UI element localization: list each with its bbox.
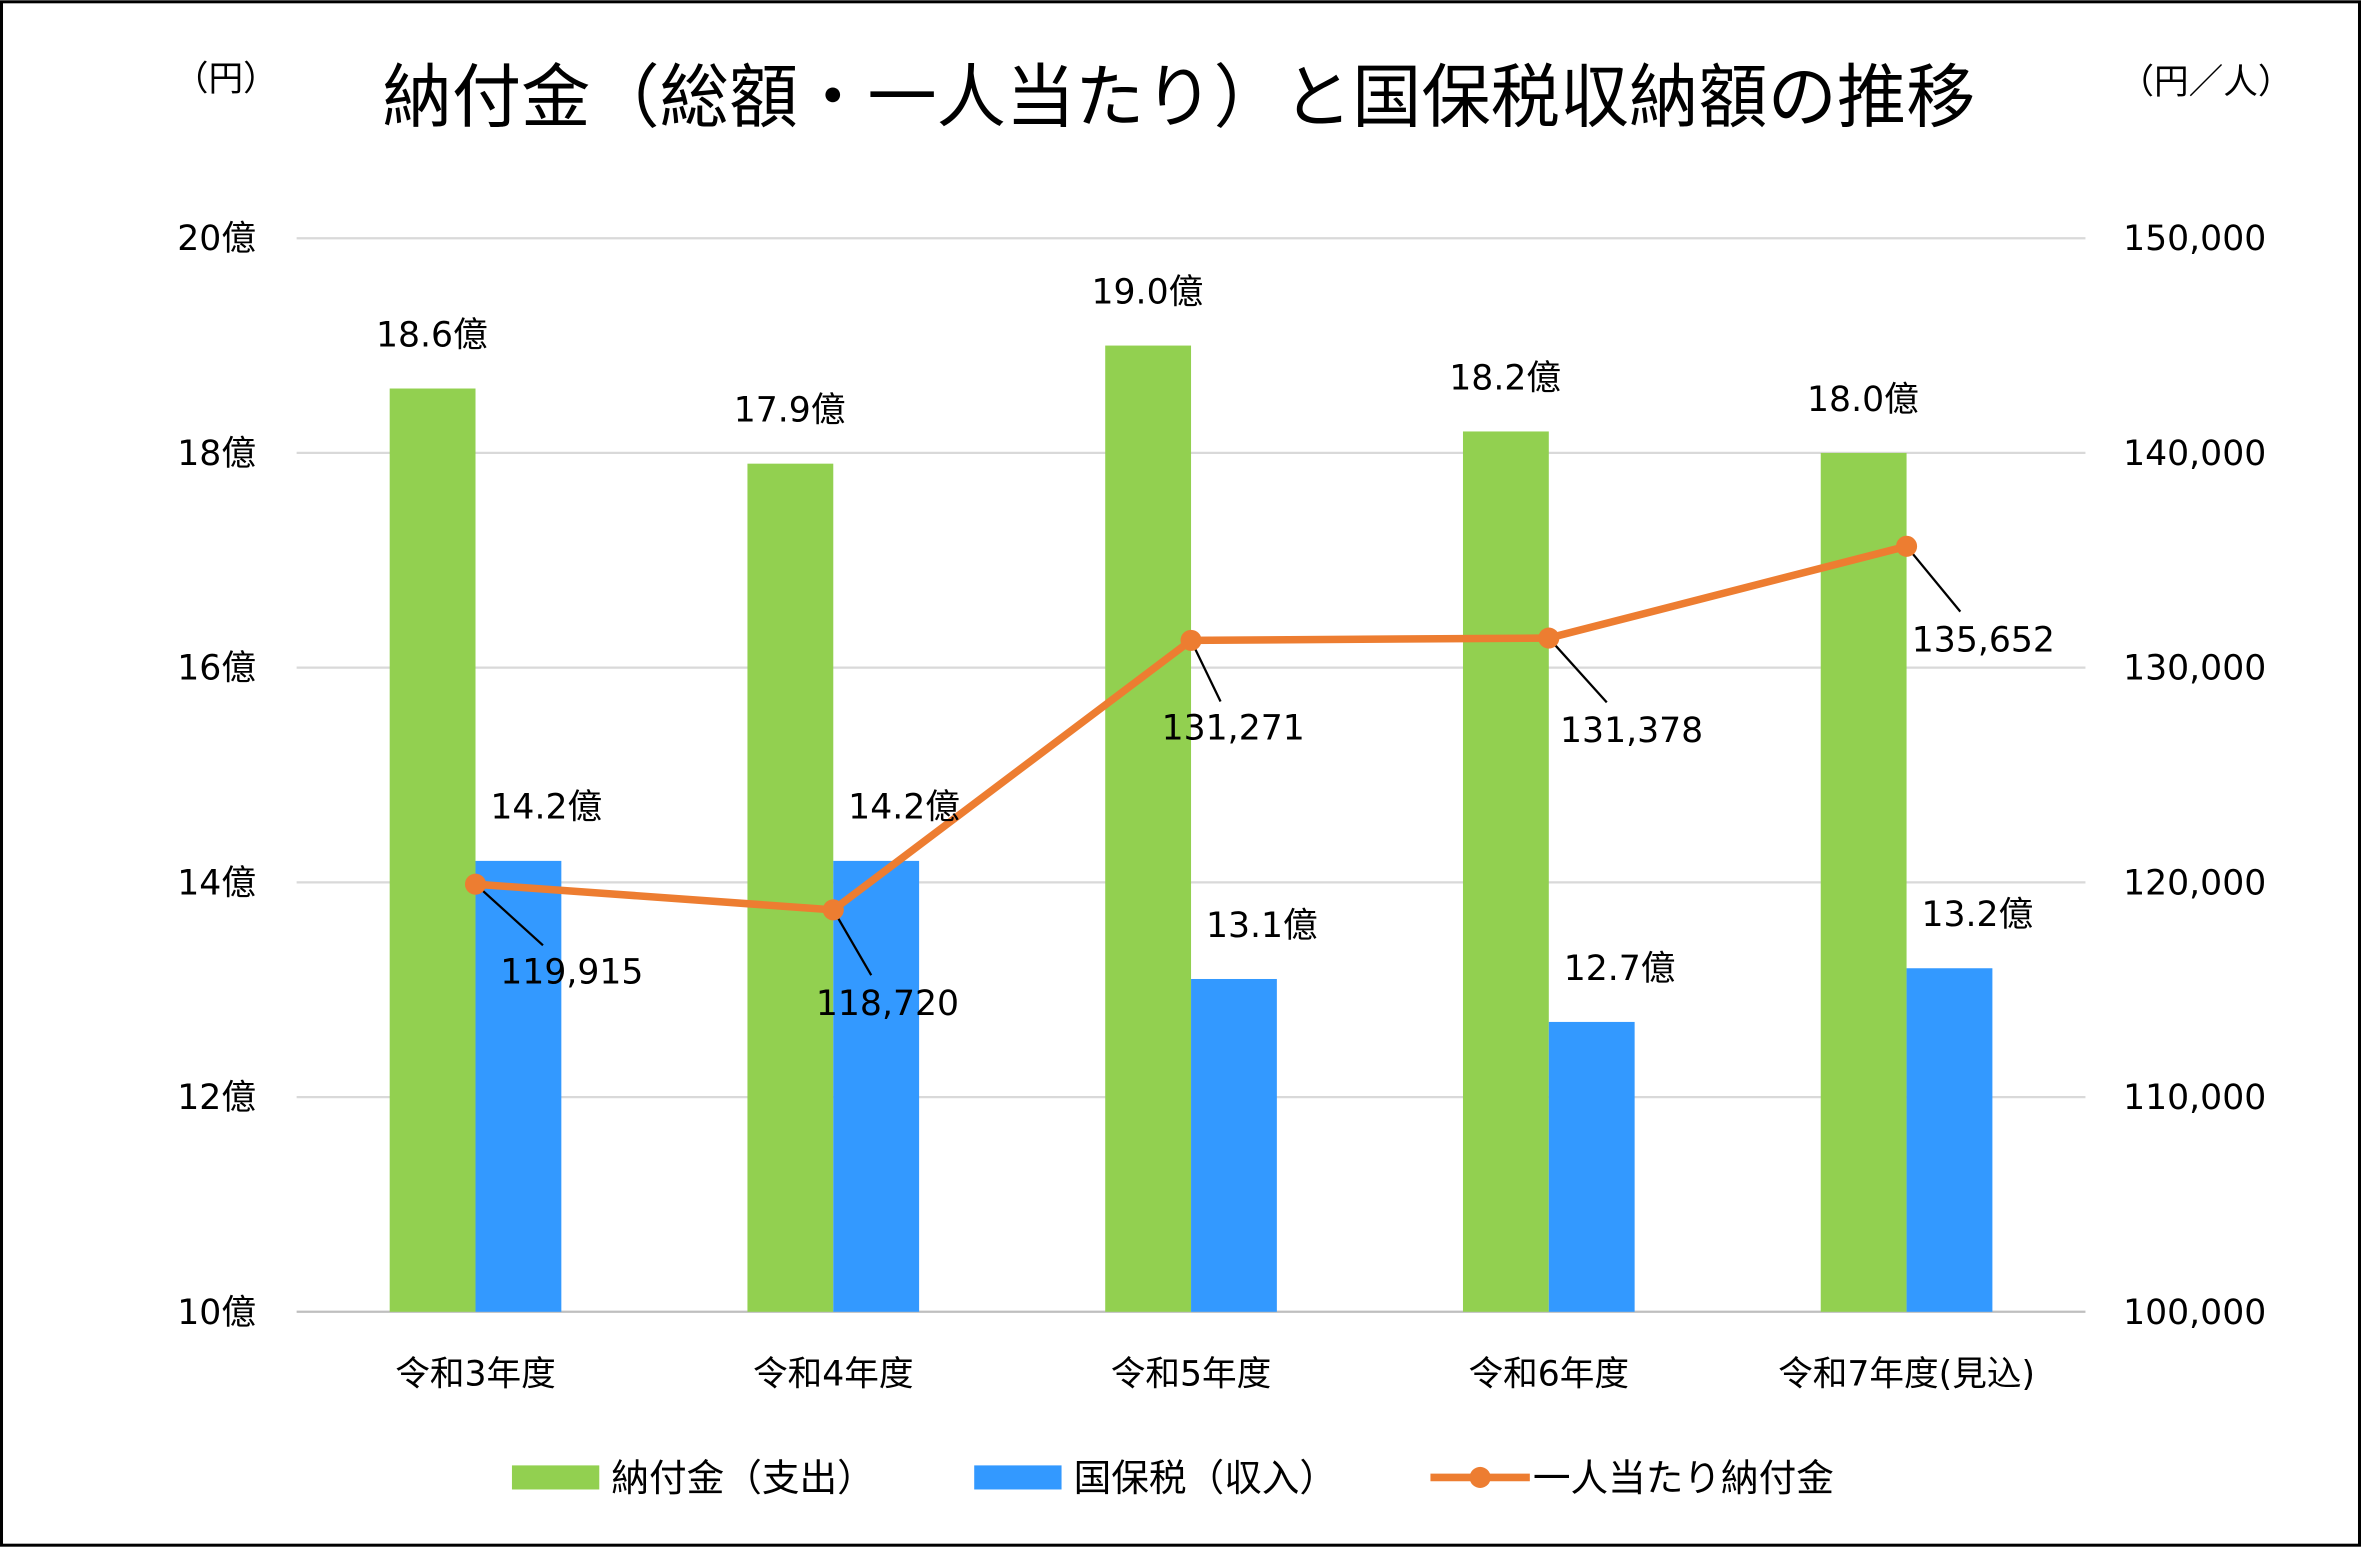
category-label: 令和4年度	[753, 1355, 914, 1395]
bar	[1105, 345, 1192, 1312]
bar	[747, 463, 834, 1312]
line-marker	[464, 873, 487, 895]
line-data-label: 119,915	[500, 953, 643, 993]
bar	[1548, 1021, 1635, 1312]
bar	[475, 860, 562, 1312]
right-tick-label: 140,000	[2123, 434, 2266, 474]
left-tick-label: 16億	[177, 649, 256, 689]
bar	[833, 860, 920, 1312]
right-tick-label: 110,000	[2123, 1078, 2266, 1118]
line-data-label: 118,720	[816, 984, 959, 1024]
bar-data-label: 18.6億	[376, 315, 488, 355]
bar	[389, 388, 476, 1312]
legend-label: 納付金（支出）	[611, 1456, 874, 1500]
right-tick-label: 130,000	[2123, 649, 2266, 689]
bar-data-label: 17.9億	[734, 391, 846, 431]
right-tick-label: 150,000	[2123, 219, 2266, 259]
left-tick-label: 14億	[177, 863, 256, 903]
left-axis-unit: （円）	[174, 60, 278, 100]
right-axis-unit: （円／人）	[2119, 63, 2292, 103]
legend-swatch	[511, 1465, 600, 1490]
bar-data-label: 19.0億	[1092, 272, 1204, 312]
line-marker	[1180, 629, 1202, 651]
line-marker	[1896, 535, 1918, 557]
bar	[1191, 978, 1277, 1312]
right-tick-label: 120,000	[2123, 863, 2266, 903]
leader-line	[832, 909, 873, 976]
line-marker	[822, 899, 844, 921]
leader-line	[474, 883, 544, 947]
left-tick-label: 10億	[177, 1293, 256, 1333]
leader-line	[1547, 637, 1608, 704]
line-data-label: 135,652	[1912, 621, 2055, 661]
bar	[1462, 431, 1549, 1312]
leader-line	[1905, 545, 1962, 613]
category-label: 令和3年度	[395, 1355, 556, 1395]
line-data-label: 131,378	[1560, 711, 1703, 751]
bar-data-label: 12.7億	[1564, 949, 1676, 989]
left-tick-label: 18億	[177, 434, 256, 474]
legend-label: 一人当たり納付金	[1533, 1456, 1834, 1500]
leader-line	[1190, 639, 1222, 702]
bar-data-label: 18.2億	[1449, 358, 1561, 398]
category-label: 令和5年度	[1111, 1355, 1272, 1395]
bar	[1820, 452, 1907, 1312]
bar-data-label: 14.2億	[848, 788, 960, 828]
bar-data-label: 13.2億	[1921, 895, 2033, 935]
category-label: 令和6年度	[1469, 1355, 1630, 1395]
bar-data-label: 13.1億	[1206, 906, 1318, 946]
legend-swatch	[974, 1465, 1062, 1490]
legend-label: 国保税（収入）	[1074, 1456, 1337, 1500]
line-data-label: 131,271	[1162, 709, 1305, 749]
bar-data-label: 14.2億	[490, 788, 602, 828]
left-tick-label: 20億	[177, 219, 256, 259]
right-tick-label: 100,000	[2123, 1293, 2266, 1333]
chart-title: 納付金（総額・一人当たり）と国保税収納額の推移	[383, 58, 1976, 138]
bar-data-label: 18.0億	[1807, 380, 1919, 420]
category-label: 令和7年度(見込)	[1778, 1355, 2035, 1395]
bar	[1906, 968, 1993, 1312]
line-marker	[1538, 627, 1560, 649]
left-tick-label: 12億	[177, 1078, 256, 1118]
legend-marker	[1469, 1466, 1491, 1488]
